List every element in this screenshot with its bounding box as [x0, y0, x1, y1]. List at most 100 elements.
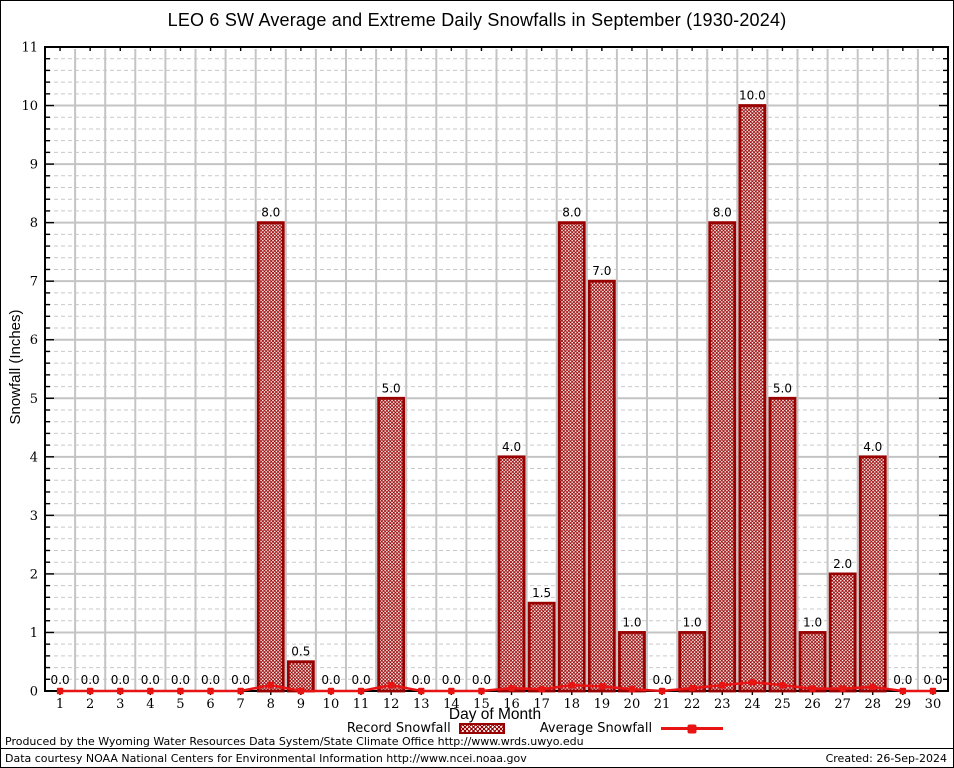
record-bar-day-20: [618, 631, 646, 693]
average-marker-day-20: [628, 686, 636, 693]
value-label-day-20: 1.0: [622, 615, 641, 629]
average-marker-day-22: [688, 684, 696, 692]
average-marker-day-28: [869, 683, 876, 691]
value-label-day-2: 0.0: [81, 673, 100, 687]
average-marker-day-15: [478, 687, 485, 695]
value-label-day-29: 0.0: [893, 673, 912, 687]
footer-credit-wrds: Produced by the Wyoming Water Resources …: [5, 735, 584, 748]
y-tick-label-10: 10: [21, 99, 38, 114]
record-snowfall-bars: [256, 104, 887, 693]
value-label-day-16: 4.0: [502, 440, 521, 454]
x-tick-label-11: 11: [353, 697, 370, 712]
x-tick-label-21: 21: [654, 697, 671, 712]
x-tick-label-15: 15: [473, 697, 490, 712]
value-label-day-18: 8.0: [562, 206, 581, 220]
average-marker-day-11: [357, 687, 365, 695]
plot-frame: [44, 46, 949, 692]
record-bar-day-16: [497, 455, 526, 693]
x-tick-label-3: 3: [116, 697, 124, 712]
value-label-day-14: 0.0: [442, 673, 461, 687]
axis-ticks: [46, 46, 947, 695]
x-tick-label-28: 28: [864, 697, 881, 712]
record-bar-day-22: [678, 631, 707, 693]
average-marker-day-21: [658, 687, 666, 695]
y-tick-label-11: 11: [21, 41, 38, 56]
value-label-day-4: 0.0: [141, 673, 160, 687]
record-bar-day-17: [527, 601, 556, 693]
x-tick-label-1: 1: [56, 697, 64, 712]
record-bar-day-26: [798, 631, 827, 693]
x-tick-label-6: 6: [206, 697, 214, 712]
x-tick-label-30: 30: [925, 697, 942, 712]
y-tick-label-2: 2: [30, 567, 38, 582]
y-tick-label-7: 7: [30, 275, 38, 290]
y-tick-label-9: 9: [30, 158, 38, 173]
value-label-day-26: 1.0: [803, 615, 822, 629]
legend-average-label: Average Snowfall: [539, 721, 653, 736]
x-tick-labels: 1 2 3 4 5 6 7 8 9 10 11 12 13 14 15 16 17 18 19 20 21 22 23 24 2…: [56, 697, 941, 712]
value-label-day-13: 0.0: [412, 673, 431, 687]
x-tick-label-14: 14: [443, 697, 460, 712]
record-bar-day-23: [708, 221, 737, 693]
x-tick-label-10: 10: [323, 697, 340, 712]
record-bar-day-8: [256, 221, 285, 693]
average-marker-day-17: [538, 686, 545, 693]
x-tick-label-20: 20: [624, 697, 641, 712]
created-date: Created: 26-Sep-2024: [825, 752, 947, 765]
value-label-day-15: 0.0: [472, 673, 491, 687]
average-marker-day-1: [56, 687, 64, 695]
x-tick-label-9: 9: [297, 697, 305, 712]
x-tick-label-2: 2: [86, 697, 94, 712]
value-label-day-21: 0.0: [653, 673, 672, 687]
record-bar-day-9: [286, 660, 315, 693]
average-marker-day-7: [237, 687, 244, 695]
average-marker-day-9: [297, 687, 305, 695]
value-label-day-8: 8.0: [261, 206, 280, 220]
average-marker-day-19: [598, 683, 606, 690]
average-marker-day-5: [177, 687, 184, 695]
legend-record-label: Record Snowfall: [346, 721, 451, 736]
average-marker-day-8: [267, 681, 274, 689]
record-snowfall-swatch-icon: [458, 723, 505, 734]
value-label-day-9: 0.5: [291, 645, 310, 659]
snowfall-chart: 0.0 0.0 0.0 0.0 0.0 0.0 0.0 8.0 0.5 0.0 0.0 5.0 0.0 0…: [21, 41, 949, 712]
average-marker-day-30: [929, 687, 937, 695]
record-bar-day-18: [557, 221, 586, 693]
chart-legend: Record Snowfall Average Snowfall: [59, 721, 953, 736]
x-tick-label-27: 27: [834, 697, 851, 712]
average-marker-day-3: [117, 687, 124, 695]
value-label-day-7: 0.0: [231, 673, 250, 687]
value-label-day-3: 0.0: [111, 673, 130, 687]
value-label-day-12: 5.0: [382, 381, 401, 395]
value-label-day-24: 10.0: [739, 89, 766, 103]
value-label-day-6: 0.0: [201, 673, 220, 687]
average-marker-day-29: [899, 687, 907, 695]
average-marker-day-26: [809, 685, 816, 692]
grid-major: [46, 49, 947, 690]
x-tick-label-29: 29: [895, 697, 912, 712]
x-tick-label-24: 24: [744, 697, 761, 712]
x-tick-label-12: 12: [383, 697, 400, 712]
value-label-day-1: 0.0: [51, 673, 70, 687]
average-marker-day-2: [86, 687, 94, 695]
y-tick-label-8: 8: [30, 216, 38, 231]
x-tick-label-26: 26: [804, 697, 821, 712]
average-snowfall-line-icon: [661, 724, 724, 733]
record-bar-day-25: [768, 396, 797, 693]
value-label-day-5: 0.0: [171, 673, 190, 687]
value-label-day-19: 7.0: [592, 264, 611, 278]
footer-row: Data courtesy NOAA National Centers for …: [1, 750, 953, 765]
x-axis-title: Day of Month: [448, 706, 542, 723]
y-tick-label-1: 1: [30, 626, 38, 641]
x-tick-label-8: 8: [267, 697, 275, 712]
x-tick-label-19: 19: [594, 697, 611, 712]
average-marker-day-4: [147, 687, 154, 695]
value-label-day-22: 1.0: [683, 615, 702, 629]
y-tick-label-5: 5: [30, 392, 38, 407]
average-marker-day-27: [839, 685, 846, 692]
x-tick-label-13: 13: [413, 697, 430, 712]
value-label-day-30: 0.0: [923, 673, 942, 687]
x-tick-label-4: 4: [146, 697, 154, 712]
value-label-day-28: 4.0: [863, 440, 882, 454]
average-marker-day-10: [327, 687, 335, 695]
